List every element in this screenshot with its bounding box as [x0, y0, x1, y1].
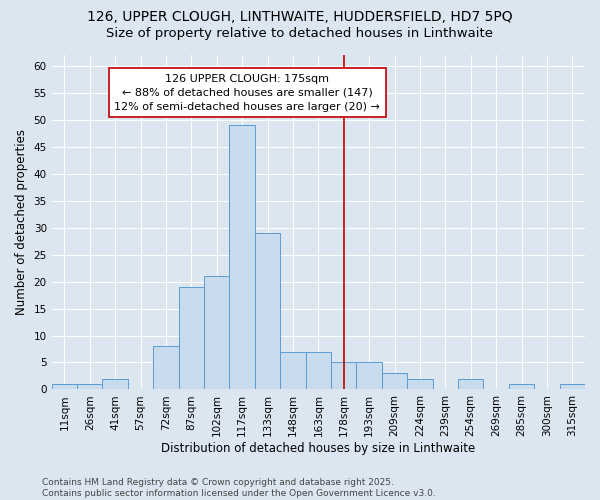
X-axis label: Distribution of detached houses by size in Linthwaite: Distribution of detached houses by size …: [161, 442, 475, 455]
Bar: [509, 384, 534, 390]
Bar: [407, 378, 433, 390]
Bar: [560, 384, 585, 390]
Bar: [458, 378, 484, 390]
Text: Contains HM Land Registry data © Crown copyright and database right 2025.
Contai: Contains HM Land Registry data © Crown c…: [42, 478, 436, 498]
Text: 126, UPPER CLOUGH, LINTHWAITE, HUDDERSFIELD, HD7 5PQ: 126, UPPER CLOUGH, LINTHWAITE, HUDDERSFI…: [87, 10, 513, 24]
Bar: [179, 287, 204, 390]
Y-axis label: Number of detached properties: Number of detached properties: [15, 129, 28, 315]
Bar: [305, 352, 331, 390]
Text: 126 UPPER CLOUGH: 175sqm
← 88% of detached houses are smaller (147)
12% of semi-: 126 UPPER CLOUGH: 175sqm ← 88% of detach…: [114, 74, 380, 112]
Bar: [331, 362, 356, 390]
Bar: [103, 378, 128, 390]
Bar: [382, 374, 407, 390]
Bar: [153, 346, 179, 390]
Bar: [77, 384, 103, 390]
Text: Size of property relative to detached houses in Linthwaite: Size of property relative to detached ho…: [107, 28, 493, 40]
Bar: [204, 276, 229, 390]
Bar: [255, 233, 280, 390]
Bar: [52, 384, 77, 390]
Bar: [356, 362, 382, 390]
Bar: [229, 125, 255, 390]
Bar: [280, 352, 305, 390]
